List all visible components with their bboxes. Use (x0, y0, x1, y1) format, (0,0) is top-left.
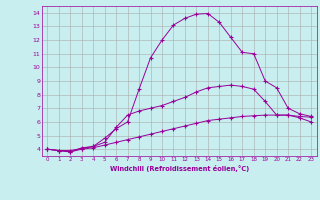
X-axis label: Windchill (Refroidissement éolien,°C): Windchill (Refroidissement éolien,°C) (109, 165, 249, 172)
